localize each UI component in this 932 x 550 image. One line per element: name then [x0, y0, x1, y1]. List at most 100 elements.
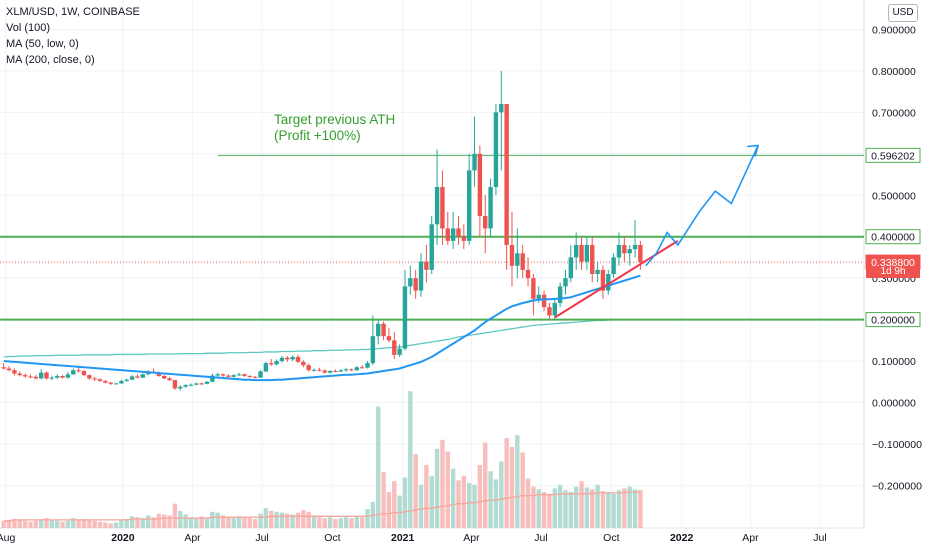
volume-bar [520, 452, 525, 528]
volume-bar [301, 510, 306, 528]
candle-body [445, 228, 450, 241]
candle-body [252, 376, 258, 378]
price-tick-label: 0.500000 [872, 190, 916, 202]
volume-bar [515, 435, 520, 528]
candle-body [290, 356, 295, 360]
volume-bar [397, 495, 402, 528]
price-tick-label: 0.000000 [872, 398, 916, 410]
candle-body [525, 269, 531, 279]
ma50-indicator-label[interactable]: MA (50, low, 0) [6, 38, 79, 50]
volume-bar [424, 465, 429, 528]
candle-body [301, 361, 306, 366]
candle-body [81, 370, 87, 376]
candle-body [162, 375, 167, 379]
time-tick-label: 2020 [111, 532, 135, 544]
price-tick-label: 0.900000 [872, 24, 916, 36]
candle-body [311, 369, 317, 371]
time-tick-label: 2022 [670, 532, 694, 544]
candle-body [381, 323, 386, 337]
candle-body [338, 370, 343, 372]
volume-bar [76, 519, 81, 528]
volume-bar [552, 488, 557, 528]
volume-bar [129, 516, 135, 528]
candle-body [568, 257, 574, 279]
volume-bar [327, 517, 333, 528]
candle-body [129, 376, 135, 380]
volume-bar [172, 503, 178, 528]
volume-bar [627, 486, 632, 528]
volume-bar [338, 518, 343, 528]
time-tick-label: 2021 [391, 532, 415, 544]
volume-bar [274, 511, 279, 528]
candle-body [269, 363, 274, 365]
candle-body [306, 365, 311, 371]
volume-bar [279, 512, 285, 528]
candle-body [397, 348, 402, 355]
volume-bar [450, 468, 456, 528]
volume-bar [584, 487, 590, 528]
volume-bar [563, 490, 568, 528]
price-label-text: 0.400000 [871, 232, 915, 244]
candle-body [103, 380, 108, 383]
volume-bar [124, 519, 129, 528]
volume-bar [108, 523, 113, 528]
volume-bar [317, 517, 322, 528]
volume-bar [354, 516, 360, 528]
volume-bar [103, 522, 108, 528]
volume-bar [622, 488, 627, 528]
volume-bar [461, 475, 467, 528]
time-tick-label: Oct [324, 532, 340, 544]
candle-body [258, 371, 263, 378]
candle-body [488, 186, 493, 229]
volume-bar [434, 448, 440, 528]
candle-body [140, 374, 146, 378]
candle-body [632, 244, 638, 250]
volume-bar [429, 475, 434, 528]
volume-bar [472, 484, 477, 528]
price-tick-label: 0.700000 [872, 107, 916, 119]
candle-body [370, 336, 376, 364]
volume-bar [365, 509, 370, 528]
currency-badge[interactable]: USD [888, 4, 918, 22]
volume-ma-path [3, 491, 641, 522]
candle-body [199, 383, 204, 385]
candle-body [573, 244, 579, 258]
time-axis[interactable]: Aug 2020 Apr Jul Oct 2021 Apr Jul Oct 2022 Apr Jul [0, 532, 827, 544]
time-tick-label: Jul [255, 532, 268, 544]
candle-body [71, 370, 76, 375]
symbol-label[interactable]: XLM/USD, 1W, COINBASE [6, 6, 140, 18]
candle-body [402, 286, 408, 349]
candle-body [424, 261, 429, 270]
candle-body [450, 228, 456, 241]
candle-body [236, 374, 242, 376]
support-trendline [554, 239, 679, 319]
candle-body [172, 380, 178, 389]
volume-bar [140, 518, 146, 528]
volume-bar [113, 522, 119, 528]
candle-body [477, 153, 483, 216]
volume-bar [220, 515, 226, 528]
volume-bars [1, 391, 643, 528]
volume-bar [311, 515, 317, 528]
candle-body [531, 278, 536, 299]
price-label-box [865, 312, 921, 328]
volume-indicator-label[interactable]: Vol (100) [6, 22, 51, 34]
volume-bar [359, 517, 365, 528]
volume-bar [595, 484, 600, 528]
candle-body [515, 253, 520, 266]
volume-bar [349, 518, 354, 528]
ma200-indicator-label[interactable]: MA (200, close, 0) [6, 54, 95, 66]
volume-bar [402, 477, 408, 528]
volume-bar [215, 512, 220, 528]
candle-body [204, 381, 210, 384]
candle-body [60, 375, 65, 378]
ma200-path [3, 318, 641, 358]
volume-bar [188, 517, 194, 528]
volume-bar [477, 465, 483, 528]
candle-body [483, 215, 488, 229]
candle-body [622, 244, 627, 254]
candle-body [616, 244, 622, 258]
volume-bar [381, 472, 386, 528]
